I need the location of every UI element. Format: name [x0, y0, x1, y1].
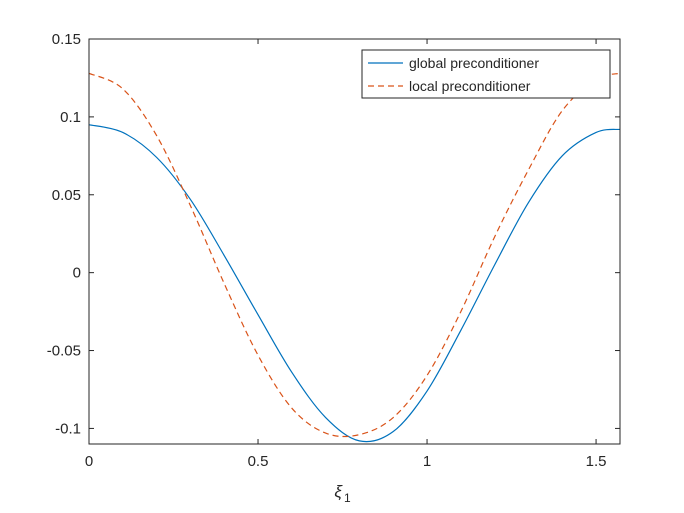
x-axis-label: ξ	[334, 482, 343, 501]
legend-label-global: global preconditioner	[409, 55, 539, 71]
y-tick-label: 0.1	[60, 109, 81, 126]
legend-box	[361, 49, 611, 99]
y-tick-label: -0.05	[47, 343, 81, 360]
x-axis-label-subscript: 1	[344, 491, 351, 505]
series-lines	[88, 72, 621, 443]
x-tick-label: 0.5	[248, 453, 269, 470]
x-tick-label: 1	[423, 453, 431, 470]
y-tick-label: 0	[73, 265, 81, 282]
x-tick-label: 1.5	[586, 453, 607, 470]
legend: global preconditioner local precondition…	[361, 49, 611, 99]
x-tick-label: 0	[85, 453, 93, 470]
y-tick-label: -0.1	[55, 420, 81, 437]
y-tick-label: 0.05	[52, 187, 81, 204]
series-line-global	[88, 124, 621, 443]
axis-ticks: 0 0.5 1 1.5 -0.1 -0.05 0 0.05 0.1 0.15	[47, 31, 620, 470]
series-line-local	[88, 72, 621, 438]
legend-label-local: local preconditioner	[409, 78, 531, 94]
y-tick-label: 0.15	[52, 31, 81, 48]
axes-box	[88, 38, 621, 445]
